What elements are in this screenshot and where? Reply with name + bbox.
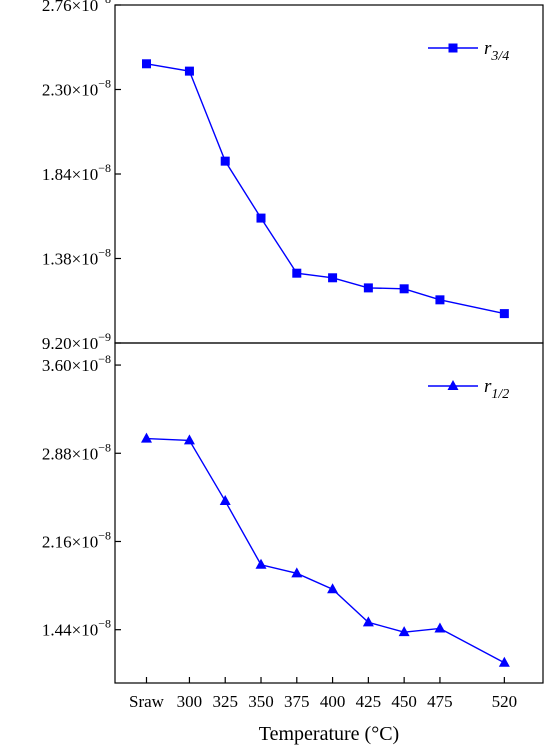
x-tick-label: Sraw: [129, 692, 165, 711]
legend-marker-bottom: [447, 380, 459, 390]
x-tick-label: 325: [212, 692, 238, 711]
data-point-top: [399, 284, 409, 294]
legend-marker-top: [448, 43, 458, 53]
legend-label-bottom: r1/2: [484, 376, 509, 402]
x-tick-label: 450: [391, 692, 417, 711]
series-line-bottom: [146, 437, 505, 664]
data-point-bottom: [140, 432, 152, 443]
x-axis-title: Temperature (°C): [259, 723, 399, 745]
data-point-bottom: [291, 567, 303, 578]
y-tick-label-bottom: 2.88×10−8: [42, 440, 111, 463]
series-line-top: [146, 63, 505, 315]
data-point-top: [292, 268, 302, 278]
y-tick-label-bottom: 3.60×10−8: [42, 352, 111, 375]
x-tick-label: 350: [248, 692, 274, 711]
y-tick-label-top: 1.84×10−8: [42, 161, 111, 184]
panel-frame-top: [114, 4, 544, 344]
data-point-top: [256, 213, 266, 223]
data-point-bottom: [183, 434, 195, 445]
y-tick-label-top: 2.30×10−8: [42, 77, 111, 100]
data-point-bottom: [219, 495, 231, 506]
x-tick-label: 475: [427, 692, 453, 711]
x-tick-label: 425: [356, 692, 382, 711]
data-point-top: [184, 66, 194, 76]
x-tick-label: 400: [320, 692, 346, 711]
data-point-top: [363, 283, 373, 293]
data-point-top: [435, 295, 445, 305]
x-tick-label: 300: [177, 692, 203, 711]
data-point-top: [141, 59, 151, 69]
data-point-top: [499, 309, 509, 319]
data-point-bottom: [255, 558, 267, 569]
x-tick-label: 375: [284, 692, 310, 711]
data-point-bottom: [498, 656, 510, 667]
data-point-bottom: [362, 616, 374, 627]
y-tick-label-top: 2.76×10−8: [42, 0, 111, 15]
data-point-bottom: [398, 626, 410, 637]
data-point-top: [220, 156, 230, 166]
legend-label-top: r3/4: [484, 38, 509, 64]
y-tick-label-top: 9.20×10−9: [42, 330, 111, 353]
y-tick-label-bottom: 1.44×10−8: [42, 617, 111, 640]
data-point-bottom: [327, 583, 339, 594]
y-tick-label-bottom: 2.16×10−8: [42, 528, 111, 551]
data-point-bottom: [434, 622, 446, 633]
panel-frame-bottom: [114, 342, 544, 684]
x-tick-label: 520: [492, 692, 518, 711]
data-point-top: [328, 273, 338, 283]
y-tick-label-top: 1.38×10−8: [42, 246, 111, 269]
